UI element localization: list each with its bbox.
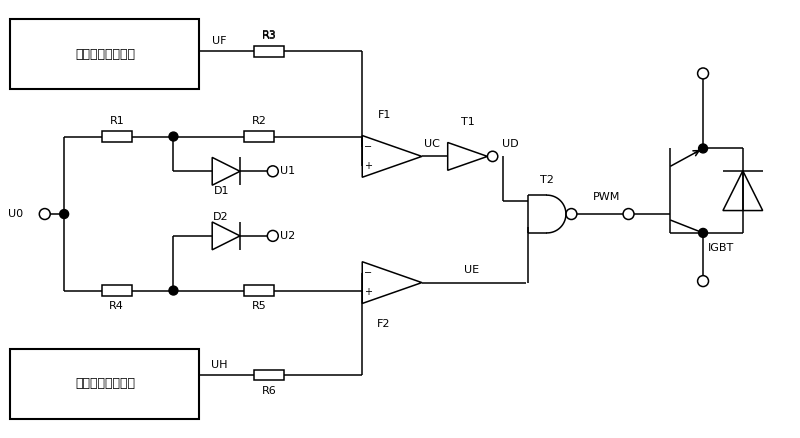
- Text: PWM: PWM: [593, 192, 620, 202]
- Circle shape: [698, 229, 707, 237]
- Circle shape: [60, 209, 69, 219]
- Text: +: +: [364, 287, 372, 297]
- Bar: [102, 285, 132, 296]
- Bar: [10, 19, 199, 89]
- Text: R3: R3: [262, 31, 276, 41]
- Text: F1: F1: [378, 110, 390, 120]
- Circle shape: [698, 144, 707, 153]
- Text: R2: R2: [251, 116, 266, 126]
- Text: R3: R3: [262, 30, 276, 40]
- Text: +: +: [364, 161, 372, 171]
- Text: IGBT: IGBT: [708, 243, 734, 253]
- Text: R1: R1: [110, 116, 124, 126]
- Text: 第一三角波发生器: 第一三角波发生器: [75, 48, 135, 60]
- Text: T1: T1: [461, 117, 474, 127]
- Text: U0: U0: [7, 209, 22, 219]
- Bar: [254, 370, 284, 381]
- Text: UF: UF: [212, 36, 226, 46]
- Text: T2: T2: [540, 175, 554, 185]
- Circle shape: [169, 132, 178, 141]
- Bar: [254, 46, 284, 57]
- Text: UD: UD: [502, 139, 519, 149]
- Text: D2: D2: [214, 212, 229, 222]
- Text: U2: U2: [280, 231, 295, 241]
- Text: UE: UE: [464, 265, 479, 275]
- Circle shape: [169, 286, 178, 295]
- Bar: [244, 285, 274, 296]
- Text: R5: R5: [251, 301, 266, 311]
- Text: 第二三角波发生器: 第二三角波发生器: [75, 378, 135, 390]
- Text: UH: UH: [211, 360, 227, 370]
- Text: F2: F2: [378, 319, 391, 329]
- Text: R6: R6: [262, 386, 276, 396]
- Text: UC: UC: [424, 139, 440, 149]
- Bar: [102, 131, 132, 142]
- Text: R4: R4: [110, 301, 124, 311]
- Text: −: −: [364, 268, 372, 278]
- Text: D1: D1: [214, 186, 229, 196]
- Bar: [244, 131, 274, 142]
- Bar: [10, 349, 199, 419]
- Text: U1: U1: [280, 166, 295, 177]
- Text: −: −: [364, 141, 372, 152]
